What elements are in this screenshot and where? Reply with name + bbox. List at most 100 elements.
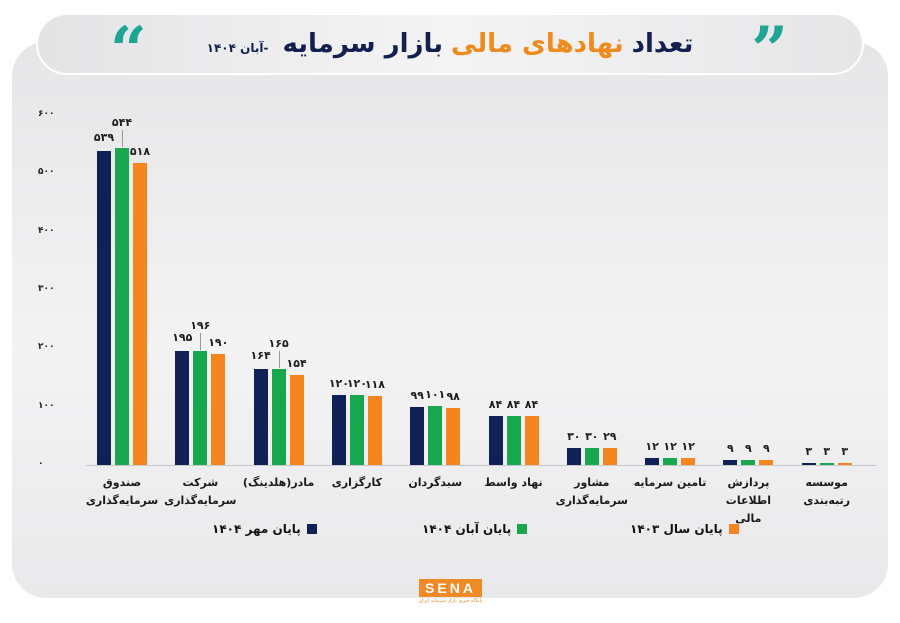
y-axis-tick: ۵۰۰	[38, 167, 55, 178]
x-axis-category-label: پردازش اطلاعات مالی	[703, 474, 793, 528]
chart-card	[12, 42, 888, 598]
bar-value-label: ۱۲	[681, 440, 695, 453]
bar-value-label: ۵۳۹	[93, 130, 115, 144]
legend-swatch-navy	[306, 524, 317, 534]
bar-value-label: ۳	[823, 445, 831, 459]
bar-value-label: ۱۶۵	[268, 336, 289, 350]
bar	[271, 368, 286, 465]
x-axis-category-label: کارگزاری	[312, 474, 402, 492]
x-axis-category-label: صندوق سرمایه‌گذاری	[77, 474, 167, 510]
bar	[488, 416, 503, 465]
bar-value-label: ۱۶۴	[250, 349, 271, 363]
legend-item-aban-1404: پایان آبان ۱۴۰۴	[422, 522, 528, 536]
bar-value-label: ۲۹	[603, 430, 617, 444]
bar-value-label: ۸۴	[506, 398, 521, 411]
category-label-line: شرکت	[182, 476, 219, 489]
title-banner: ” تعداد نهادهای مالی بازار سرمایه -آبان …	[36, 13, 864, 83]
x-axis-category-label: مادر(هلدینگ)	[234, 474, 324, 492]
bar-value-label: ۸۴	[524, 398, 539, 411]
bar-value-label: ۹۹	[410, 389, 424, 403]
category-label-line: کارگزاری	[331, 476, 383, 489]
category-label-line: سرمایه‌گذاری	[164, 494, 237, 507]
bar	[566, 447, 581, 465]
bar	[211, 354, 226, 465]
y-axis-tick: ۲۰۰	[38, 342, 55, 353]
bar-value-label: ۱۲۰	[346, 377, 367, 390]
bar	[837, 463, 852, 465]
sena-logo: SENA پایگاه خبری بازار سرمایه ایران	[413, 578, 488, 604]
bar	[349, 395, 364, 465]
legend-label: پایان آبان ۱۴۰۴	[422, 522, 512, 536]
bar-value-label: ۱۹۶	[190, 318, 211, 332]
bar-value-label: ۱۰۱	[425, 388, 446, 402]
bar-value-label: ۱۲	[663, 440, 677, 453]
bar	[723, 459, 738, 465]
quote-open-icon: “	[110, 13, 147, 88]
page-title: تعداد نهادهای مالی بازار سرمایه -آبان ۱۴…	[207, 29, 694, 59]
bar	[193, 350, 208, 465]
legend-swatch-orange	[728, 524, 739, 534]
bar-value-label: ۹	[763, 441, 770, 455]
label-connector	[278, 350, 280, 368]
x-axis-category-label: نهاد واسط	[469, 474, 559, 492]
category-label-line: سبدگردان	[408, 476, 463, 489]
bar	[289, 375, 304, 465]
title-part-1: تعداد	[631, 29, 694, 59]
x-axis-category-label: شرکت سرمایه‌گذاری	[155, 474, 245, 510]
bar-value-label: ۱۱۸	[364, 378, 385, 392]
bar	[506, 416, 521, 465]
bar	[133, 162, 147, 465]
category-label-line: صندوق	[102, 476, 142, 489]
quote-close-icon: ”	[751, 13, 788, 88]
bar-value-label: ۹۸	[446, 389, 460, 403]
bar	[115, 147, 129, 465]
y-axis-tick: ۱۰۰	[38, 400, 55, 411]
bar	[584, 447, 599, 465]
bar-value-label: ۳	[841, 445, 849, 459]
category-label-line: نهاد واسط	[484, 476, 543, 489]
bar-value-label: ۱۹۰	[208, 336, 229, 350]
bar	[410, 407, 425, 465]
bar	[759, 459, 774, 465]
bar	[97, 150, 111, 465]
bar-value-label: ۸۴	[488, 398, 503, 411]
category-label-line: مالی	[735, 512, 762, 525]
bar-value-label: ۳۰	[585, 429, 599, 443]
title-subtitle: -آبان ۱۴۰۴	[206, 41, 269, 55]
bar-value-label: ۹	[727, 441, 734, 455]
label-connector	[200, 332, 202, 350]
legend-swatch-green	[517, 524, 528, 534]
bar-value-label: ۵۴۴	[111, 115, 133, 129]
category-label-line: مشاور	[574, 476, 610, 489]
bar-value-label: ۳	[805, 445, 813, 459]
x-axis-category-label: موسسه رتبه‌بندی	[782, 474, 872, 510]
bar	[331, 395, 346, 465]
bar	[681, 458, 696, 465]
bar	[446, 407, 461, 465]
bar-value-label: ۵۱۸	[129, 144, 151, 158]
bar-value-label: ۹	[745, 441, 752, 455]
category-label-line: مادر(هلدینگ)	[242, 476, 315, 489]
bar	[524, 416, 539, 465]
legend-label: پایان سال ۱۴۰۳	[630, 522, 723, 536]
y-axis-tick: ۶۰۰	[38, 109, 55, 119]
bar	[663, 458, 678, 465]
bar-value-label: ۱۵۴	[286, 357, 307, 371]
legend-item-mehr-1404: پایان مهر ۱۴۰۴	[212, 522, 317, 536]
label-connector	[122, 129, 123, 147]
bar	[367, 396, 382, 465]
bar-value-label: ۱۹۵	[172, 331, 193, 345]
sena-logo-subtitle: پایگاه خبری بازار سرمایه ایران	[418, 598, 483, 604]
legend-item-sal-1403: پایان سال ۱۴۰۳	[630, 522, 739, 536]
x-axis-category-label: سبدگردان	[390, 474, 480, 492]
x-axis-category-label: مشاور سرمایه‌گذاری	[547, 474, 637, 510]
y-axis-tick: ۰	[38, 459, 44, 469]
bar	[819, 463, 834, 465]
bar	[175, 351, 190, 465]
bar	[801, 463, 816, 465]
x-axis-category-label: تامین سرمایه	[625, 474, 715, 492]
y-axis-tick: ۴۰۰	[38, 225, 55, 236]
bar	[645, 458, 660, 465]
category-label-line: پردازش اطلاعات	[725, 476, 771, 507]
sena-logo-text: SENA	[419, 579, 482, 597]
